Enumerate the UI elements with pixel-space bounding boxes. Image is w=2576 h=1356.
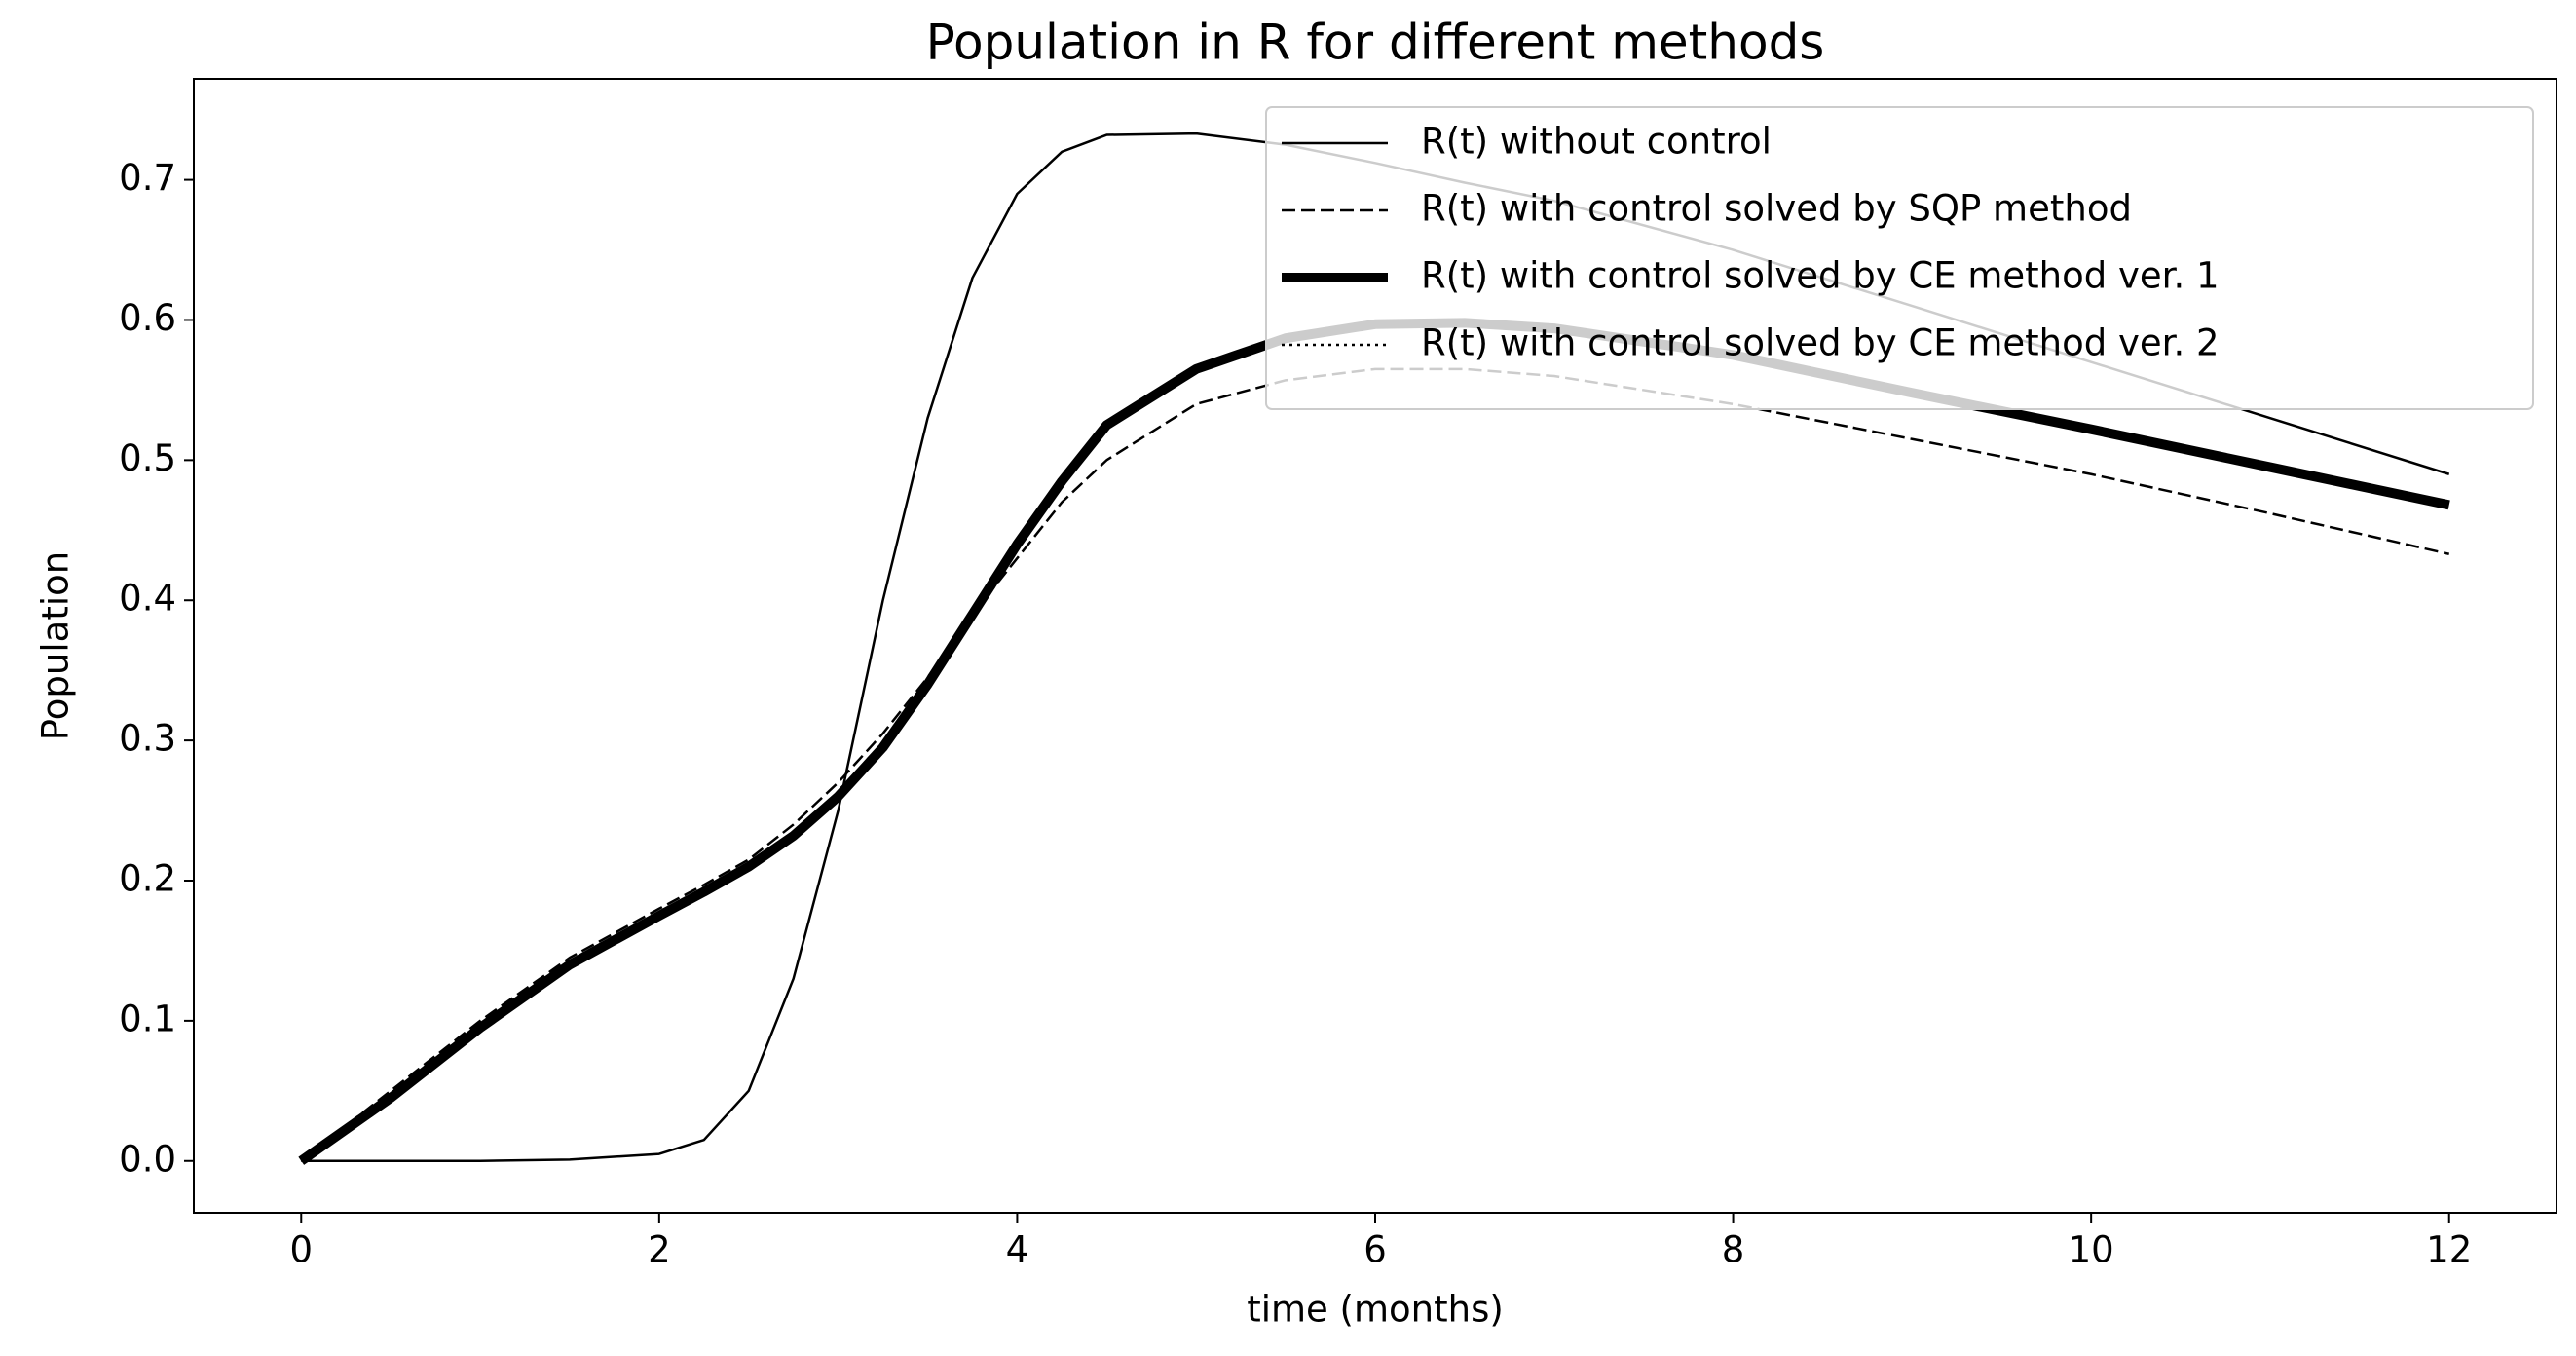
x-tick-label: 2 — [648, 1229, 671, 1271]
y-tick-label: 0.5 — [119, 437, 176, 479]
legend-label: R(t) with control solved by CE method ve… — [1421, 255, 2220, 297]
chart-title: Population in R for different methods — [926, 15, 1825, 71]
y-tick-label: 0.2 — [119, 858, 176, 900]
x-tick-label: 4 — [1006, 1229, 1029, 1271]
x-tick-label: 8 — [1722, 1229, 1745, 1271]
series-line — [300, 321, 2449, 1162]
legend-label: R(t) with control solved by SQP method — [1421, 188, 2132, 230]
y-tick-label: 0.4 — [119, 578, 176, 620]
y-tick-label: 0.0 — [119, 1138, 176, 1180]
x-tick-label: 6 — [1363, 1229, 1387, 1271]
y-tick-label: 0.3 — [119, 718, 176, 760]
x-tick-label: 10 — [2069, 1229, 2114, 1271]
legend-label: R(t) with control solved by CE method ve… — [1421, 322, 2220, 364]
x-axis-label: time (months) — [1247, 1289, 1504, 1331]
x-tick-label: 0 — [289, 1229, 313, 1271]
plot-frame — [193, 78, 2557, 1214]
y-tick-label: 0.6 — [119, 297, 176, 339]
legend-label: R(t) without control — [1421, 121, 1772, 163]
series-line — [300, 367, 2450, 1162]
legend-box — [1265, 106, 2534, 410]
y-axis-label: Population — [35, 551, 77, 740]
y-tick-label: 0.7 — [119, 157, 176, 199]
x-tick-label: 12 — [2426, 1229, 2472, 1271]
legend: R(t) without control R(t) with control so… — [1265, 106, 2534, 410]
y-tick-label: 0.1 — [119, 998, 176, 1039]
